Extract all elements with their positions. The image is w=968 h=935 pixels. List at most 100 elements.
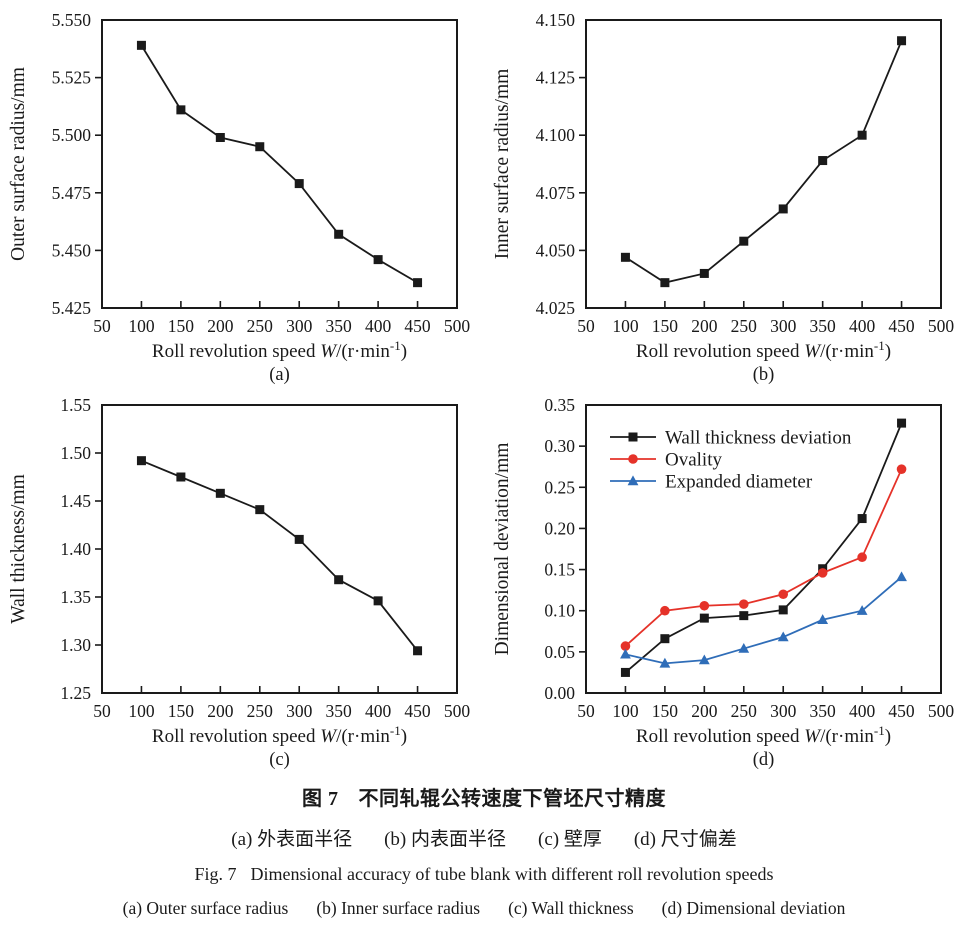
svg-text:4.025: 4.025	[536, 298, 576, 318]
panel-label-d: (d)	[753, 750, 775, 770]
x-axis: 50 100 150 200 250 300 350 400 450 500	[577, 301, 954, 336]
svg-text:0.20: 0.20	[544, 518, 575, 538]
svg-text:50: 50	[577, 316, 595, 336]
panel-label-b: (b)	[753, 365, 775, 385]
svg-text:4.150: 4.150	[536, 10, 576, 30]
svg-text:1.45: 1.45	[60, 491, 91, 511]
svg-text:250: 250	[247, 701, 274, 721]
svg-text:Roll revolution speed W/(r·min: Roll revolution speed W/(r·min-1)	[152, 338, 407, 362]
svg-text:200: 200	[691, 701, 718, 721]
svg-text:500: 500	[444, 701, 471, 721]
caption-item: (c) 壁厚	[538, 829, 602, 850]
caption-en-title: Fig. 7 Dimensional accuracy of tube blank…	[0, 864, 968, 885]
y-axis-title-d: Dimensional deviation/mm	[492, 443, 513, 656]
x-axis: 50 100 150 200 250 300 350 400 450 500	[93, 301, 470, 336]
svg-text:350: 350	[326, 701, 353, 721]
series-wall-thickness	[136, 456, 423, 656]
svg-text:4.100: 4.100	[536, 125, 576, 145]
svg-text:100: 100	[612, 316, 639, 336]
series-expanded-diameter	[620, 571, 907, 668]
y-axis: 5.425 5.450 5.475 5.500 5.525 5.550	[52, 10, 102, 318]
svg-text:Roll revolution speed W/(r·min: Roll revolution speed W/(r·min-1)	[636, 723, 891, 747]
y-axis: 0.00 0.05 0.10 0.15 0.20 0.25 0.30 0.35	[544, 395, 586, 703]
caption-zh-title-text: 不同轧辊公转速度下管坯尺寸精度	[358, 788, 666, 810]
caption-en-figure-number: Fig. 7	[194, 864, 237, 884]
svg-text:450: 450	[888, 701, 915, 721]
svg-text:4.075: 4.075	[536, 183, 576, 203]
svg-text:250: 250	[247, 316, 274, 336]
x-axis: 50 100 150 200 250 300 350 400 450 500	[577, 686, 954, 721]
svg-text:150: 150	[168, 701, 195, 721]
panel-label-c: (c)	[269, 750, 290, 770]
svg-text:1.35: 1.35	[60, 587, 91, 607]
y-axis-title-a: Outer surface radius/mm	[8, 67, 29, 261]
caption-zh-title: 图 7 不同轧辊公转速度下管坯尺寸精度	[0, 782, 968, 811]
svg-text:150: 150	[652, 316, 679, 336]
panel-label-a: (a)	[269, 365, 290, 385]
chart-wall-thickness: 50 100 150 200 250 300 350 400 450 500 1.25 1.30 1.3…	[0, 385, 484, 770]
svg-text:Wall thickness deviation: Wall thickness deviation	[665, 428, 852, 449]
figure-caption: 图 7 不同轧辊公转速度下管坯尺寸精度 (a) 外表面半径 (b) 内表面半径 (c)…	[0, 782, 968, 919]
chart-c-canvas: 50 100 150 200 250 300 350 400 450 500 1.25 1.30 1.3…	[8, 395, 470, 770]
svg-text:100: 100	[128, 316, 155, 336]
svg-text:350: 350	[810, 316, 837, 336]
y-axis-title-b: Inner surface radius/mm	[492, 69, 513, 260]
svg-text:400: 400	[365, 701, 392, 721]
caption-en-title-text: Dimensional accuracy of tube blank with …	[250, 864, 774, 884]
caption-en-subitems: (a) Outer surface radius (b) Inner surfac…	[0, 898, 968, 919]
y-axis: 4.025 4.050 4.075 4.100 4.125 4.150	[536, 10, 586, 318]
svg-text:0.05: 0.05	[544, 642, 575, 662]
svg-text:Roll revolution speed W/(r·min: Roll revolution speed W/(r·min-1)	[152, 723, 407, 747]
svg-text:4.125: 4.125	[536, 68, 576, 88]
svg-text:1.25: 1.25	[60, 683, 91, 703]
svg-text:500: 500	[928, 701, 955, 721]
svg-text:5.475: 5.475	[52, 183, 92, 203]
svg-text:150: 150	[652, 701, 679, 721]
svg-text:200: 200	[207, 701, 234, 721]
svg-text:300: 300	[286, 701, 313, 721]
svg-text:1.30: 1.30	[60, 635, 91, 655]
caption-item: (a) Outer surface radius	[122, 898, 289, 918]
y-axis: 1.25 1.30 1.35 1.40 1.45 1.50 1.55	[60, 395, 102, 703]
caption-item: (c) Wall thickness	[508, 898, 634, 918]
svg-text:400: 400	[365, 316, 392, 336]
caption-item: (d) 尺寸偏差	[633, 829, 737, 850]
svg-text:50: 50	[93, 701, 111, 721]
svg-text:5.525: 5.525	[52, 68, 92, 88]
svg-text:1.40: 1.40	[60, 539, 91, 559]
svg-text:450: 450	[888, 316, 915, 336]
series-inner-surface-radius	[620, 36, 907, 288]
chart-outer-surface-radius: 50 100 150 200 250 300 350 400 450 500 5.425 5.450 5…	[0, 0, 484, 385]
svg-text:300: 300	[770, 701, 797, 721]
series-wall-thickness-deviation	[620, 418, 907, 677]
svg-text:5.450: 5.450	[52, 240, 92, 260]
svg-text:100: 100	[128, 701, 155, 721]
svg-text:1.55: 1.55	[60, 395, 91, 415]
svg-text:5.500: 5.500	[52, 125, 92, 145]
svg-text:0.00: 0.00	[544, 683, 575, 703]
series-outer-surface-radius	[136, 40, 423, 288]
svg-text:50: 50	[577, 701, 595, 721]
svg-text:50: 50	[93, 316, 111, 336]
svg-text:300: 300	[286, 316, 313, 336]
svg-text:Ovality: Ovality	[665, 450, 722, 471]
caption-item: (b) Inner surface radius	[316, 898, 481, 918]
svg-text:250: 250	[731, 701, 758, 721]
svg-text:100: 100	[612, 701, 639, 721]
svg-text:200: 200	[691, 316, 718, 336]
svg-text:400: 400	[849, 701, 876, 721]
caption-item: (d) Dimensional deviation	[661, 898, 846, 918]
svg-text:450: 450	[404, 701, 431, 721]
chart-dimensional-deviation: 50 100 150 200 250 300 350 400 450 500 0.00 0.05 0.1…	[484, 385, 968, 770]
svg-text:0.15: 0.15	[544, 560, 575, 580]
svg-text:5.550: 5.550	[52, 10, 92, 30]
y-axis-title-c: Wall thickness/mm	[8, 474, 29, 624]
svg-text:4.050: 4.050	[536, 240, 576, 260]
chart-b-canvas: 50 100 150 200 250 300 350 400 450 5004.0254.0504…	[492, 10, 954, 385]
x-axis: 50 100 150 200 250 300 350 400 450 500	[93, 686, 470, 721]
svg-text:5.425: 5.425	[52, 298, 92, 318]
charts-grid: 50 100 150 200 250 300 350 400 450 500 5.425 5.450 5…	[0, 0, 968, 770]
svg-text:500: 500	[444, 316, 471, 336]
svg-text:150: 150	[168, 316, 195, 336]
svg-text:0.30: 0.30	[544, 436, 575, 456]
